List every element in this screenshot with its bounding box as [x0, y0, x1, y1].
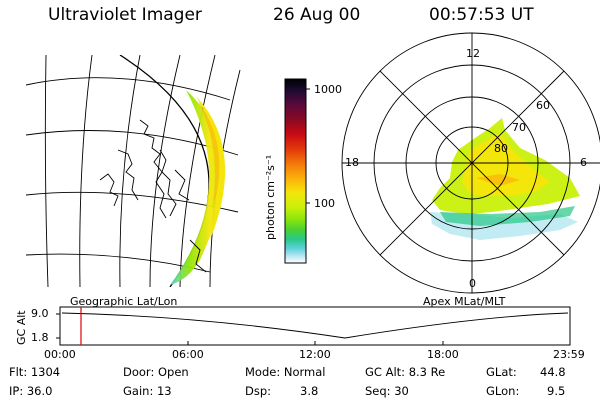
- dsp-value: 3.8: [300, 384, 319, 398]
- timeline-ytick-label: 9.0: [31, 307, 49, 320]
- glon-value: 9.5: [547, 384, 566, 398]
- colorbar-tick-1000: 1000: [314, 83, 342, 96]
- mlt-label-6: 6: [580, 156, 587, 169]
- mlt-label-0: 0: [469, 277, 476, 290]
- ip-value: IP: 36.0: [9, 384, 53, 398]
- gc-altitude: GC Alt: 8.3 Re: [365, 365, 446, 379]
- colorbar-tick-100: 100: [314, 197, 335, 210]
- geographic-panel-label: Geographic Lat/Lon: [70, 295, 178, 308]
- timeline-ytick-label: 1.8: [31, 331, 49, 344]
- lat-label-80: 80: [494, 142, 508, 155]
- mlt-label-18: 18: [345, 156, 359, 169]
- mode-value: Mode: Normal: [245, 365, 326, 379]
- instrument-title: Ultraviolet Imager: [48, 5, 202, 25]
- timeline-xtick-label: 12:00: [299, 348, 331, 361]
- timeline-xtick-label: 23:59: [553, 348, 585, 361]
- parallel-line: [26, 77, 231, 101]
- timeline-xtick-label: 18:00: [427, 348, 459, 361]
- lat-label-70: 70: [512, 121, 526, 134]
- dsp-label: Dsp:: [245, 384, 272, 398]
- aurora-band-geo: [170, 90, 226, 285]
- glat-value: 44.8: [540, 365, 566, 379]
- glat-label: GLat:: [486, 365, 517, 379]
- time-label: 00:57:53 UT: [429, 5, 534, 25]
- meridian-line: [79, 55, 93, 287]
- timeline-frame: [59, 306, 571, 346]
- altitude-curve: [61, 312, 569, 339]
- colorbar-scale: [284, 78, 307, 264]
- meridian-line: [149, 55, 181, 287]
- timeline-xtick-label: 06:00: [172, 348, 204, 361]
- polar-panel-label: Apex MLat/MLT: [423, 295, 506, 308]
- sequence-value: Seq: 30: [365, 384, 409, 398]
- meridian-line: [44, 55, 49, 287]
- meridian-line: [179, 55, 216, 287]
- polar-axis-diagonal: [379, 70, 565, 256]
- timeline-xtick-label: 00:00: [44, 348, 76, 361]
- auroral-oval: [430, 118, 580, 240]
- timeline-ylabel: GC Alt: [15, 310, 28, 345]
- flight-number: Flt: 1304: [9, 365, 61, 379]
- door-status: Door: Open: [123, 365, 189, 379]
- mlt-label-12: 12: [466, 47, 480, 60]
- coastline: [99, 119, 207, 273]
- gain-value: Gain: 13: [123, 384, 172, 398]
- meridian-line: [119, 55, 141, 287]
- glon-label: GLon:: [486, 384, 520, 398]
- lat-label-60: 60: [536, 99, 550, 112]
- date-label: 26 Aug 00: [273, 5, 361, 25]
